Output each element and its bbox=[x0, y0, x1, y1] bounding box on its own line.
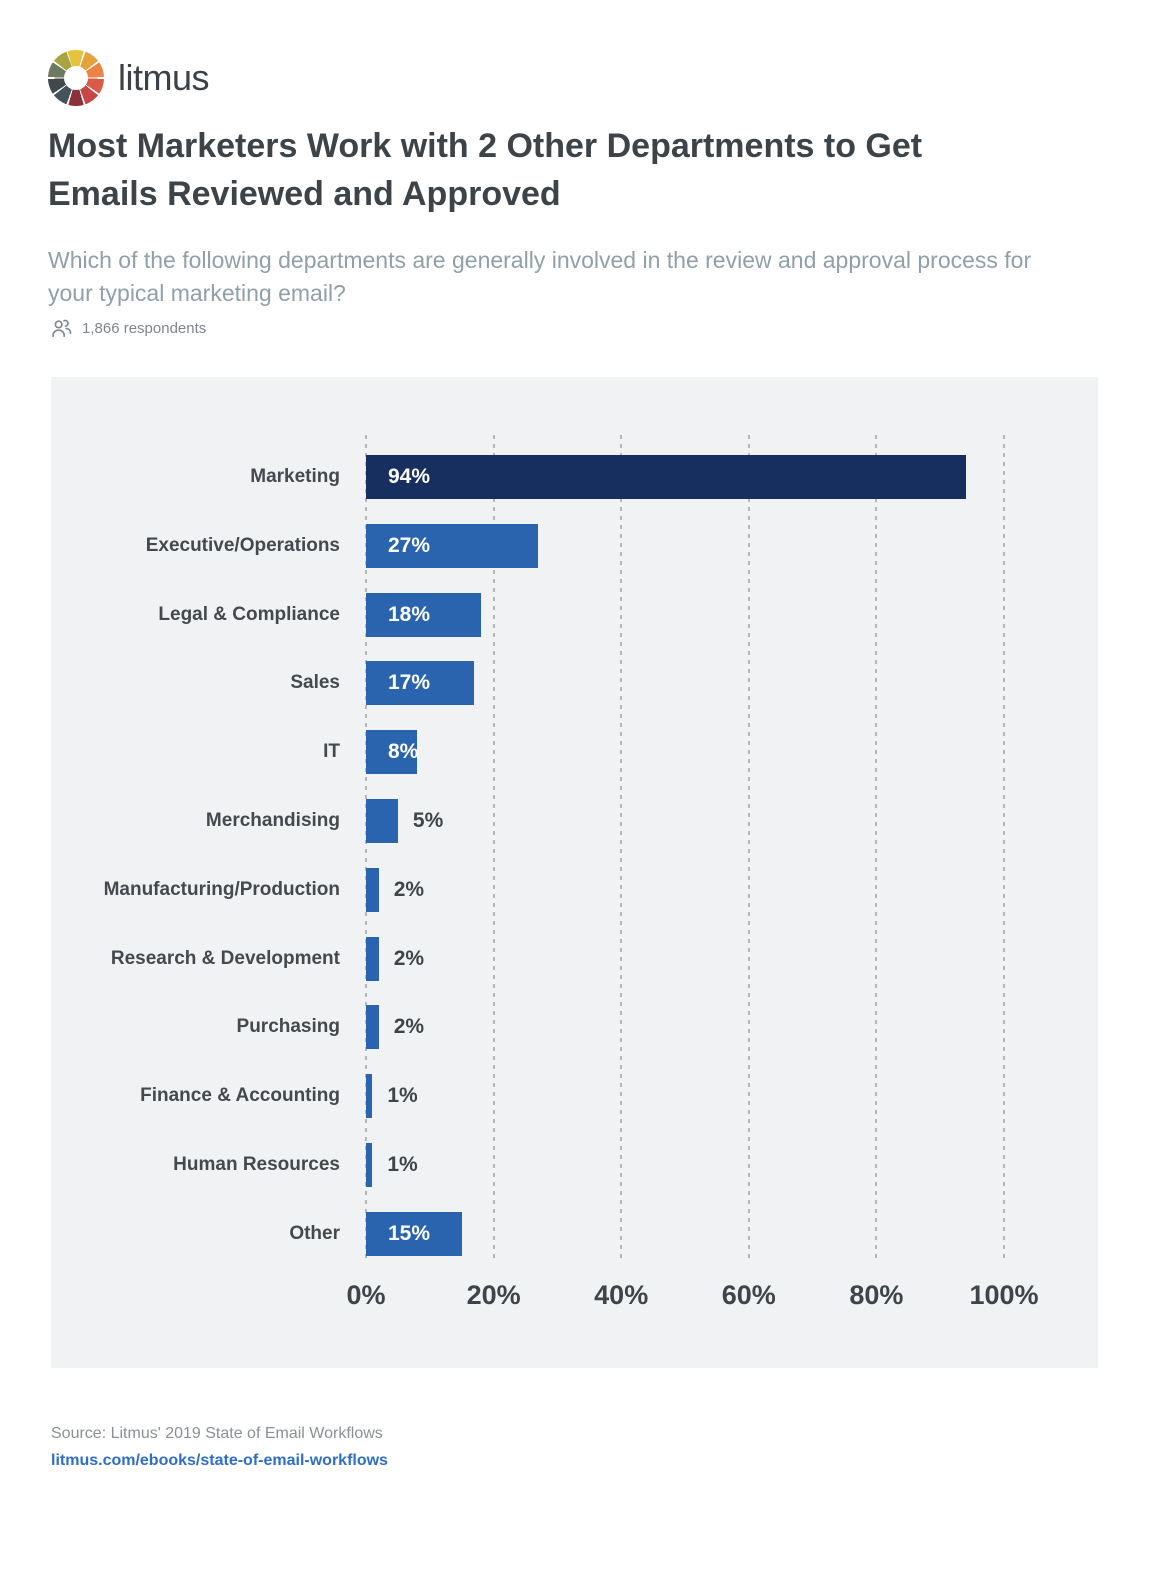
page-title: Most Marketers Work with 2 Other Departm… bbox=[48, 127, 923, 213]
bar bbox=[366, 523, 539, 568]
x-axis-tick: 100% bbox=[969, 1280, 1039, 1310]
category-label: Executive/Operations bbox=[145, 534, 340, 556]
people-icon bbox=[50, 318, 73, 339]
bar bbox=[366, 661, 475, 706]
bar bbox=[366, 455, 966, 499]
survey-question: Which of the following departments are g… bbox=[48, 247, 1032, 306]
value-label: 5% bbox=[412, 809, 444, 832]
chart-row: IT 8% bbox=[51, 730, 1098, 775]
bar bbox=[366, 1143, 373, 1187]
value-label: 2% bbox=[393, 946, 425, 970]
value-label: 1% bbox=[387, 1153, 418, 1176]
category-label: Manufacturing/Production bbox=[103, 878, 340, 900]
category-label: Finance & Accounting bbox=[140, 1085, 340, 1107]
gridline bbox=[365, 435, 367, 1263]
gridline bbox=[620, 435, 623, 1263]
value-label: 1% bbox=[387, 1084, 418, 1108]
gridline bbox=[875, 435, 878, 1263]
category-label: IT bbox=[323, 741, 340, 763]
chart-row: Research & Development 2% bbox=[51, 936, 1098, 981]
category-label: Sales bbox=[290, 672, 340, 694]
chart-row: Purchasing 2% bbox=[51, 1005, 1098, 1050]
x-axis-tick: 0% bbox=[346, 1280, 386, 1310]
value-label: 94% bbox=[388, 465, 431, 488]
source-link[interactable]: litmus.com/ebooks/state-of-email-workflo… bbox=[51, 1452, 388, 1469]
category-label: Merchandising bbox=[205, 810, 340, 831]
chart-row: Manufacturing/Production 2% bbox=[51, 867, 1098, 912]
value-label: 8% bbox=[388, 740, 419, 764]
category-label: Purchasing bbox=[236, 1016, 340, 1038]
value-label: 18% bbox=[388, 602, 431, 626]
value-label: 17% bbox=[388, 671, 431, 695]
value-label: 15% bbox=[388, 1221, 431, 1245]
category-label: Legal & Compliance bbox=[158, 603, 340, 625]
bar bbox=[366, 799, 398, 843]
respondents-row: 1,866 respondents bbox=[50, 318, 206, 339]
bar bbox=[366, 867, 379, 912]
litmus-logo-icon bbox=[48, 50, 104, 106]
value-label: 2% bbox=[393, 877, 425, 901]
chart-row: Human Resources 1% bbox=[51, 1143, 1098, 1187]
chart-row: Other 15% bbox=[51, 1211, 1098, 1256]
respondents-count: 1,866 respondents bbox=[82, 320, 207, 337]
bar bbox=[366, 1074, 373, 1119]
chart-row: Marketing 94% bbox=[51, 455, 1098, 499]
brand-header: litmus bbox=[48, 50, 210, 106]
gridline bbox=[747, 435, 750, 1263]
bar bbox=[366, 936, 379, 981]
chart-row: Merchandising 5% bbox=[51, 799, 1098, 843]
bar-chart: 0% 20% 40% 60% 80% 100% Marketing 94% Executive/… bbox=[51, 377, 1098, 1368]
bar bbox=[366, 730, 418, 775]
value-label: 2% bbox=[393, 1015, 425, 1039]
x-axis-tick: 20% bbox=[466, 1280, 521, 1310]
x-axis-tick: 60% bbox=[721, 1280, 776, 1310]
bar bbox=[366, 1211, 462, 1256]
litmus-wordmark: litmus bbox=[118, 57, 210, 98]
category-label: Research & Development bbox=[110, 947, 340, 969]
category-label: Human Resources bbox=[173, 1154, 340, 1175]
x-axis-tick: 40% bbox=[594, 1280, 649, 1310]
gridline bbox=[492, 435, 495, 1263]
x-axis-tick: 80% bbox=[849, 1280, 904, 1310]
chart-row: Finance & Accounting 1% bbox=[51, 1074, 1098, 1119]
source-text: Source: Litmus' 2019 State of Email Work… bbox=[51, 1425, 383, 1442]
bar bbox=[366, 592, 481, 637]
value-label: 27% bbox=[388, 533, 431, 557]
chart-row: Sales 17% bbox=[51, 661, 1098, 706]
category-label: Other bbox=[289, 1222, 340, 1244]
bar bbox=[366, 1005, 379, 1050]
chart-row: Legal & Compliance 18% bbox=[51, 592, 1098, 637]
category-label: Marketing bbox=[250, 466, 340, 487]
gridline bbox=[1003, 435, 1005, 1263]
chart-row: Executive/Operations 27% bbox=[51, 523, 1098, 568]
